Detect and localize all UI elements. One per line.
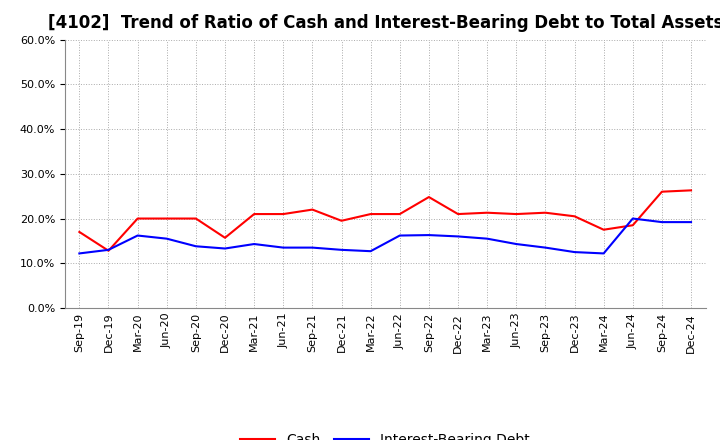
Cash — [250, 211, 258, 216]
Line: Cash: Cash — [79, 191, 691, 251]
Cash — [395, 211, 404, 216]
Cash — [163, 216, 171, 221]
Cash — [629, 223, 637, 228]
Interest-Bearing Debt — [599, 251, 608, 256]
Cash — [104, 248, 113, 253]
Cash — [454, 211, 462, 216]
Cash — [308, 207, 317, 212]
Interest-Bearing Debt — [279, 245, 287, 250]
Cash — [75, 229, 84, 235]
Cash — [541, 210, 550, 215]
Interest-Bearing Debt — [75, 251, 84, 256]
Interest-Bearing Debt — [163, 236, 171, 241]
Interest-Bearing Debt — [687, 220, 696, 225]
Cash — [279, 211, 287, 216]
Interest-Bearing Debt — [570, 249, 579, 255]
Interest-Bearing Debt — [308, 245, 317, 250]
Interest-Bearing Debt — [104, 247, 113, 253]
Cash — [599, 227, 608, 232]
Interest-Bearing Debt — [366, 249, 375, 254]
Cash — [570, 214, 579, 219]
Interest-Bearing Debt — [133, 233, 142, 238]
Interest-Bearing Debt — [337, 247, 346, 253]
Cash — [220, 235, 229, 240]
Interest-Bearing Debt — [192, 244, 200, 249]
Cash — [366, 211, 375, 216]
Cash — [512, 211, 521, 216]
Interest-Bearing Debt — [629, 216, 637, 221]
Interest-Bearing Debt — [512, 242, 521, 247]
Interest-Bearing Debt — [250, 242, 258, 247]
Cash — [425, 194, 433, 200]
Interest-Bearing Debt — [657, 220, 666, 225]
Interest-Bearing Debt — [220, 246, 229, 251]
Cash — [337, 218, 346, 224]
Cash — [483, 210, 492, 215]
Interest-Bearing Debt — [395, 233, 404, 238]
Interest-Bearing Debt — [425, 232, 433, 238]
Cash — [657, 189, 666, 194]
Cash — [133, 216, 142, 221]
Title: [4102]  Trend of Ratio of Cash and Interest-Bearing Debt to Total Assets: [4102] Trend of Ratio of Cash and Intere… — [48, 15, 720, 33]
Legend: Cash, Interest-Bearing Debt: Cash, Interest-Bearing Debt — [235, 428, 536, 440]
Interest-Bearing Debt — [483, 236, 492, 241]
Line: Interest-Bearing Debt: Interest-Bearing Debt — [79, 219, 691, 253]
Interest-Bearing Debt — [454, 234, 462, 239]
Cash — [192, 216, 200, 221]
Interest-Bearing Debt — [541, 245, 550, 250]
Cash — [687, 188, 696, 193]
